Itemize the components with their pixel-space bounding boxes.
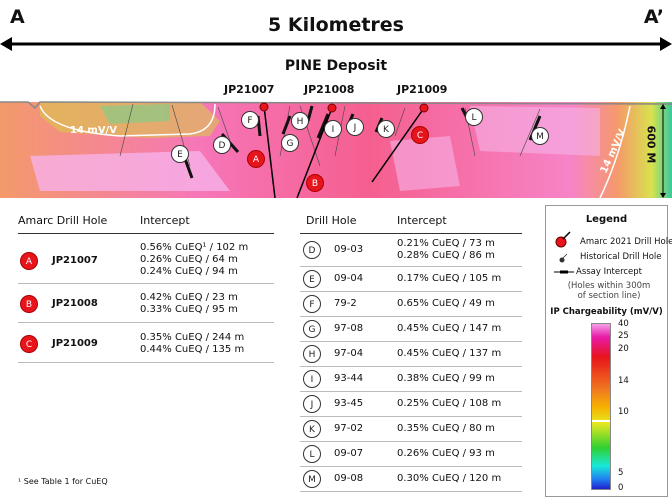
intercepts: 0.17% CuEQ / 105 m xyxy=(397,272,502,284)
table-row: K 97-02 0.35% CuEQ / 80 m xyxy=(300,416,522,442)
marker-m: M xyxy=(303,469,321,488)
marker-e: E xyxy=(303,269,321,288)
intercepts: 0.26% CuEQ / 93 m xyxy=(397,447,495,459)
marker-g: G xyxy=(281,134,299,152)
table-row: M 09-08 0.30% CuEQ / 120 m xyxy=(300,466,522,492)
marker-m: M xyxy=(531,127,549,145)
depth-scale-arrow xyxy=(660,104,666,198)
scale-tick: 10 xyxy=(618,407,629,417)
marker-d: D xyxy=(213,136,231,154)
marker-a: A xyxy=(20,252,38,270)
intercepts: 0.45% CuEQ / 147 m xyxy=(397,322,502,334)
hole-id: 09-03 xyxy=(334,244,364,255)
hole-id: 79-2 xyxy=(334,297,357,309)
table-row: I 93-44 0.38% CuEQ / 99 m xyxy=(300,366,522,392)
marker-a: A xyxy=(247,150,265,168)
legend-note: (Holes within 300m of section line) xyxy=(567,281,651,301)
hole-id: 97-08 xyxy=(334,322,364,334)
legend-icons xyxy=(554,231,574,274)
marker-g: G xyxy=(303,319,321,338)
marker-j: J xyxy=(346,118,364,136)
intercepts: 0.21% CuEQ / 73 m 0.28% CuEQ / 86 m xyxy=(397,238,495,261)
section-end-label: A’ xyxy=(643,6,664,28)
hole-id: JP21008 xyxy=(52,298,98,309)
table-row: G 97-08 0.45% CuEQ / 147 m xyxy=(300,316,522,342)
intercepts: 0.30% CuEQ / 120 m xyxy=(397,472,502,484)
scale-tick: 20 xyxy=(618,344,629,354)
amarc-drill-table: Amarc Drill Hole Intercept A JP21007 0.5… xyxy=(18,214,274,364)
marker-i: I xyxy=(324,120,342,138)
hole-label-jp21009: JP21009 xyxy=(397,83,448,96)
scale-tick: 14 xyxy=(618,376,629,386)
marker-k: K xyxy=(303,419,321,438)
legend-historical: Historical Drill Hole xyxy=(580,252,662,262)
marker-c: C xyxy=(20,335,38,353)
intercepts: 0.35% CuEQ / 80 m xyxy=(397,422,495,434)
marker-i: I xyxy=(303,369,321,388)
hole-id: 93-45 xyxy=(334,397,364,409)
distance-arrow xyxy=(0,37,672,51)
intercepts: 0.38% CuEQ / 99 m xyxy=(397,372,495,384)
col-header-hole: Drill Hole xyxy=(306,214,357,227)
intercepts: 0.42% CuEQ / 23 m 0.33% CuEQ / 95 m xyxy=(140,292,238,315)
deposit-title: PINE Deposit xyxy=(284,58,388,74)
col-header-intercept: Intercept xyxy=(397,214,447,227)
legend-title: Legend xyxy=(585,214,628,225)
hole-id: 97-02 xyxy=(334,422,364,434)
table-row: F 79-2 0.65% CuEQ / 49 m xyxy=(300,291,522,317)
marker-f: F xyxy=(303,294,321,313)
marker-f: F xyxy=(241,111,259,129)
scale-title: IP Chargeability (mV/V) xyxy=(550,307,663,317)
cross-section: A B C D E F G H I J K L M 14 mV/V 14 mV/… xyxy=(0,96,672,199)
table-row: J 93-45 0.25% CuEQ / 108 m xyxy=(300,391,522,417)
marker-h: H xyxy=(303,344,321,363)
legend-assay: Assay Intercept xyxy=(576,267,643,277)
hole-id: 97-04 xyxy=(334,347,364,359)
hole-id: JP21009 xyxy=(52,338,98,349)
hole-label-jp21007: JP21007 xyxy=(224,83,275,96)
table-row: E 09-04 0.17% CuEQ / 105 m xyxy=(300,266,522,292)
scale-tick: 40 xyxy=(618,319,629,329)
scale-tick: 25 xyxy=(618,331,629,341)
distance-label: 5 Kilometres xyxy=(268,14,404,36)
col-header-intercept: Intercept xyxy=(140,214,190,227)
hole-id: 09-08 xyxy=(334,472,364,484)
marker-e: E xyxy=(171,145,189,163)
marker-l: L xyxy=(303,444,321,463)
table-row: L 09-07 0.26% CuEQ / 93 m xyxy=(300,441,522,467)
hole-id: 09-07 xyxy=(334,447,364,459)
legend-amarc: Amarc 2021 Drill Hole xyxy=(580,237,672,247)
col-header-hole: Amarc Drill Hole xyxy=(18,214,108,227)
hole-id: JP21007 xyxy=(52,255,98,266)
depth-scale-label: 600 M xyxy=(644,125,658,164)
section-start-label: A xyxy=(10,6,25,28)
scale-tick: 5 xyxy=(618,468,624,478)
marker-h: H xyxy=(291,112,309,130)
scale-tick: 0 xyxy=(618,483,624,493)
marker-b: B xyxy=(306,174,324,192)
legend: Legend Amarc 2021 Drill Hole Historical … xyxy=(545,205,672,497)
chargeability-color-bar xyxy=(591,323,611,490)
contour-label-left: 14 mV/V xyxy=(70,125,117,136)
marker-l: L xyxy=(465,108,483,126)
hole-id: 09-04 xyxy=(334,272,364,284)
intercepts: 0.65% CuEQ / 49 m xyxy=(397,297,495,309)
intercepts: 0.45% CuEQ / 137 m xyxy=(397,347,502,359)
table-row: D 09-03 0.21% CuEQ / 73 m 0.28% CuEQ / 86… xyxy=(300,234,522,267)
hole-label-jp21008: JP21008 xyxy=(304,83,355,96)
intercepts: 0.56% CuEQ¹ / 102 m 0.26% CuEQ / 64 m 0.24… xyxy=(140,242,249,277)
marker-d: D xyxy=(303,241,321,259)
marker-c: C xyxy=(411,126,429,144)
table-row: H 97-04 0.45% CuEQ / 137 m xyxy=(300,341,522,367)
marker-k: K xyxy=(377,120,395,138)
footnote: ¹ See Table 1 for CuEQ xyxy=(18,477,108,486)
intercepts: 0.35% CuEQ / 244 m 0.44% CuEQ / 135 m xyxy=(140,332,245,355)
marker-j: J xyxy=(303,394,321,413)
chargeability-section xyxy=(0,101,672,199)
historical-drill-table: Drill Hole Intercept D 09-03 0.21% CuEQ … xyxy=(300,214,522,497)
hole-id: 93-44 xyxy=(334,372,364,384)
marker-b: B xyxy=(20,295,38,313)
intercepts: 0.25% CuEQ / 108 m xyxy=(397,397,502,409)
